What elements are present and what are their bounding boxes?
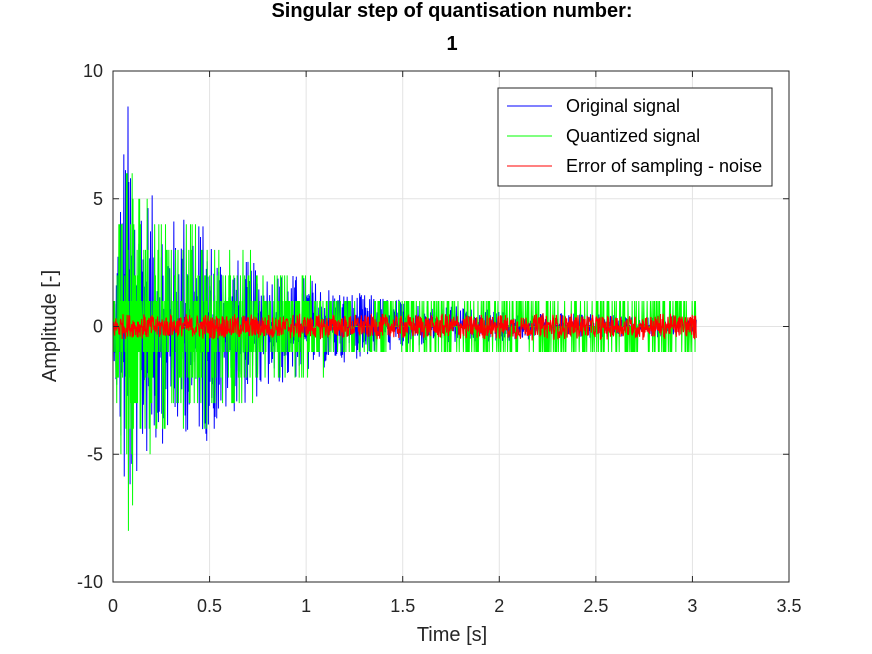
y-axis-label: Amplitude [-] xyxy=(39,270,61,382)
legend: Original signal Quantized signal Error of … xyxy=(497,87,773,187)
legend-entry-label: Quantized signal xyxy=(566,126,700,146)
x-tick-label: 3 xyxy=(687,596,697,616)
legend-box xyxy=(497,87,773,187)
legend-entry-label: Original signal xyxy=(566,96,680,116)
y-tick-label: 0 xyxy=(93,317,103,337)
series-line-noise xyxy=(112,313,697,341)
x-tick-label: 2 xyxy=(494,596,504,616)
y-tick-label: 5 xyxy=(93,189,103,209)
x-tick-label: 0 xyxy=(108,596,118,616)
tick-labels: 0 0.5 1 1.5 2 2.5 3 3.5 -10 -5 0 5 10 xyxy=(77,61,802,616)
x-tick-label: 1 xyxy=(301,596,311,616)
chart-title-line-1: Singular step of quantisation number: xyxy=(271,0,632,22)
y-tick-label: 10 xyxy=(83,61,103,81)
x-tick-label: 1.5 xyxy=(390,596,415,616)
y-tick-label: -5 xyxy=(87,444,103,464)
x-tick-label: 2.5 xyxy=(583,596,608,616)
chart-title-line-2: 1 xyxy=(446,33,457,55)
x-tick-label: 3.5 xyxy=(776,596,801,616)
y-tick-label: -10 xyxy=(77,572,103,592)
x-axis-label: Time [s] xyxy=(417,624,487,646)
plot-series xyxy=(112,106,697,531)
ticks xyxy=(112,70,790,583)
legend-entry-label: Error of sampling - noise xyxy=(566,156,762,176)
x-tick-label: 0.5 xyxy=(197,596,222,616)
